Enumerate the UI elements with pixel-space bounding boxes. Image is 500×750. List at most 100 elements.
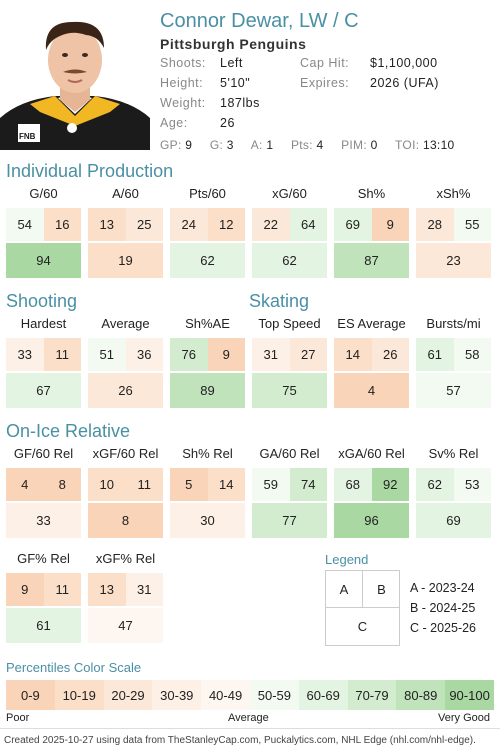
metric-pts-60: Pts/60 24 12 62 xyxy=(170,186,245,278)
metric-average: Average 51 36 26 xyxy=(88,316,163,408)
metric-title: ES Average xyxy=(337,316,406,331)
section-shooting: Shooting xyxy=(6,291,78,311)
metric-title: Bursts/mi xyxy=(426,316,481,331)
a-value: 1 xyxy=(266,138,274,152)
metric-value-b: 64 xyxy=(289,208,327,241)
metric-value-a: 51 xyxy=(88,338,126,371)
metric-value-a: 54 xyxy=(6,208,44,241)
metric-value-b: 92 xyxy=(371,468,409,501)
scale-bin-50-59: 50-59 xyxy=(249,680,299,710)
metric-value-b: 74 xyxy=(289,468,327,501)
a-label: A: xyxy=(250,138,263,152)
metric-sh: Sh% 69 9 87 xyxy=(334,186,409,278)
metric-title: xGF/60 Rel xyxy=(92,446,159,461)
metric-value-b: 55 xyxy=(453,208,491,241)
metric-gf-rel: GF% Rel 9 11 61 xyxy=(6,551,81,643)
metric-value-c: 62 xyxy=(252,243,327,278)
metric-value-a: 76 xyxy=(170,338,208,371)
metric-value-a: 24 xyxy=(170,208,208,241)
pim-value: 0 xyxy=(370,138,378,152)
metric-value-b: 11 xyxy=(43,573,81,606)
scale-label-poor: Poor xyxy=(6,712,30,724)
metric-value-c: 23 xyxy=(416,243,491,278)
expires-value: 2026 (UFA) xyxy=(370,76,439,90)
caphit-row: Cap Hit: $1,100,000 xyxy=(300,56,437,70)
scale-bin-0-9: 0-9 xyxy=(6,680,55,710)
metric-top-speed: Top Speed 31 27 75 xyxy=(252,316,327,408)
metric-value-c: 57 xyxy=(416,373,491,408)
player-name: Connor Dewar, LW / C xyxy=(160,10,359,32)
scale-label-very-good: Very Good xyxy=(438,712,490,724)
color-scale-title: Percentiles Color Scale xyxy=(6,660,142,675)
metric-value-b: 11 xyxy=(125,468,163,501)
expires-row: Expires: 2026 (UFA) xyxy=(300,76,438,90)
metric-value-a: 31 xyxy=(252,338,290,371)
gp-label: GP: xyxy=(160,138,182,152)
toi-value: 13:10 xyxy=(422,138,455,152)
scale-bin-10-19: 10-19 xyxy=(54,680,104,710)
footer-credits: Created 2025-10-27 using data from TheSt… xyxy=(4,735,476,746)
legend-text-a: A - 2023-24 xyxy=(410,581,475,595)
metric-value-c: 61 xyxy=(6,608,81,643)
pim-label: PIM: xyxy=(341,138,367,152)
section-on-ice-relative: On-Ice Relative xyxy=(6,421,131,441)
metric-value-b: 53 xyxy=(453,468,491,501)
caphit-label: Cap Hit: xyxy=(300,56,350,70)
age-value: 26 xyxy=(220,116,235,130)
metric-value-b: 9 xyxy=(371,208,409,241)
metric-value-b: 31 xyxy=(125,573,163,606)
metric-value-b: 11 xyxy=(43,338,81,371)
metric-es-average: ES Average 14 26 4 xyxy=(334,316,409,408)
color-scale: 0-9 10-19 20-29 30-39 40-49 50-59 60-69 70-79 80… xyxy=(6,680,494,710)
legend-box: A B C xyxy=(325,570,400,646)
metric-value-c: 96 xyxy=(334,503,409,538)
metric-title: G/60 xyxy=(29,186,58,201)
metric-value-b: 25 xyxy=(125,208,163,241)
metric-value-b: 9 xyxy=(207,338,245,371)
metric-value-a: 13 xyxy=(88,208,126,241)
legend-title: Legend xyxy=(325,552,369,567)
age-label: Age: xyxy=(160,116,188,130)
scale-bin-80-89: 80-89 xyxy=(396,680,446,710)
shoots-value: Left xyxy=(220,56,243,70)
metric-a-60: A/60 13 25 19 xyxy=(88,186,163,278)
metric-value-b: 14 xyxy=(207,468,245,501)
metric-value-a: 61 xyxy=(416,338,454,371)
metric-value-c: 89 xyxy=(170,373,245,408)
metric-value-a: 22 xyxy=(252,208,290,241)
caphit-value: $1,100,000 xyxy=(370,56,438,70)
metric-value-b: 26 xyxy=(371,338,409,371)
metric-value-c: 94 xyxy=(6,243,81,278)
metric-gf-60-rel: GF/60 Rel 4 8 33 xyxy=(6,446,81,538)
height-row: Height: 5'10" xyxy=(160,76,250,90)
metric-title: GA/60 Rel xyxy=(259,446,320,461)
metric-title: Pts/60 xyxy=(189,186,226,201)
scale-bin-60-69: 60-69 xyxy=(298,680,348,710)
metric-value-b: 27 xyxy=(289,338,327,371)
player-photo: FNB xyxy=(0,8,150,150)
metric-sv-rel: Sv% Rel 62 53 69 xyxy=(416,446,491,538)
metric-title: GF% Rel xyxy=(17,551,70,566)
section-individual-production: Individual Production xyxy=(6,161,174,181)
metric-value-b: 12 xyxy=(207,208,245,241)
metric-value-b: 36 xyxy=(125,338,163,371)
footer-divider xyxy=(0,728,500,729)
metric-title: Hardest xyxy=(20,316,67,331)
player-team: Pittsburgh Penguins xyxy=(160,36,307,52)
metric-value-a: 69 xyxy=(334,208,372,241)
height-value: 5'10" xyxy=(220,76,251,90)
metric-title: Sh% Rel xyxy=(182,446,233,461)
metric-value-b: 58 xyxy=(453,338,491,371)
legend-cell-a: A xyxy=(326,571,363,608)
metric-sh-rel: Sh% Rel 5 14 30 xyxy=(170,446,245,538)
scale-bin-40-49: 40-49 xyxy=(201,680,250,710)
weight-label: Weight: xyxy=(160,96,206,110)
metric-value-c: 4 xyxy=(334,373,409,408)
scale-bin-30-39: 30-39 xyxy=(152,680,202,710)
age-row: Age: 26 xyxy=(160,116,234,130)
scale-bin-90-100: 90-100 xyxy=(445,680,494,710)
metric-value-c: 26 xyxy=(88,373,163,408)
section-skating: Skating xyxy=(249,291,310,311)
metric-value-a: 68 xyxy=(334,468,372,501)
metric-value-c: 87 xyxy=(334,243,409,278)
